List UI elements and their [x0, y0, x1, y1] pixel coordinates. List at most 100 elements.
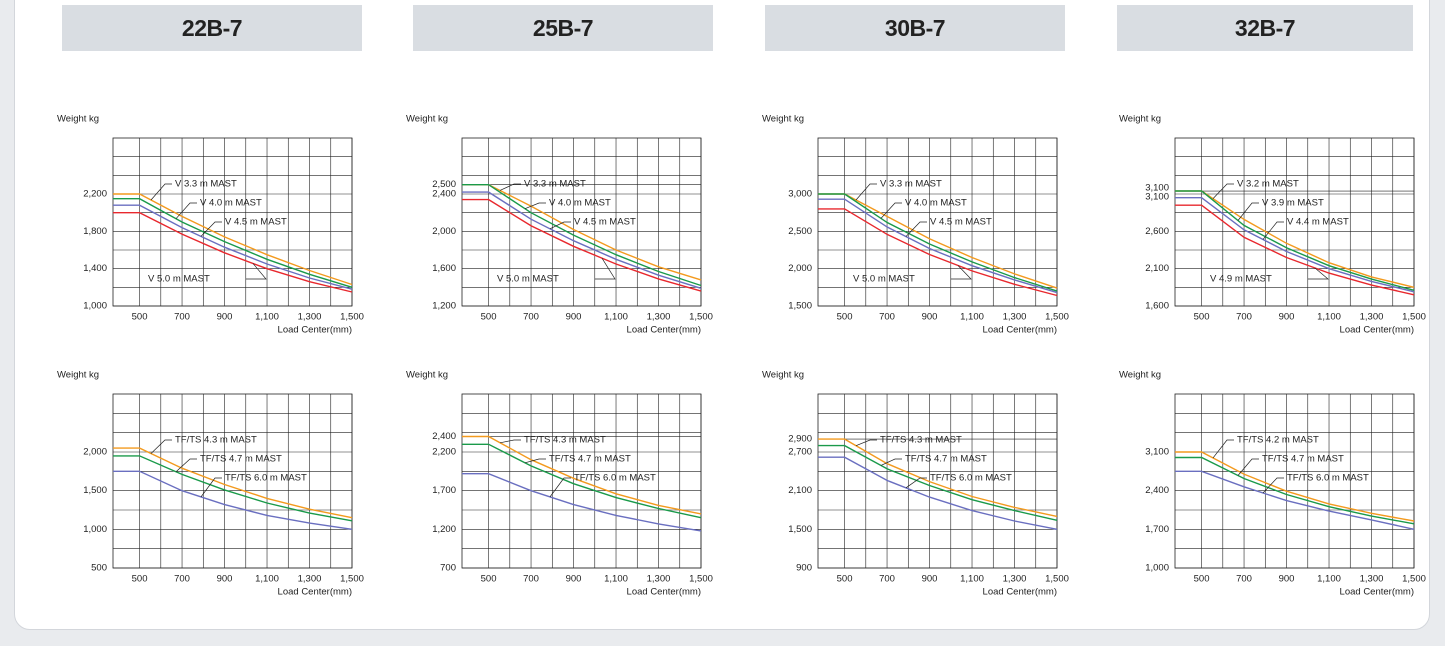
- x-tick-label: 1,500: [689, 574, 713, 585]
- x-tick-label: 700: [879, 312, 895, 323]
- y-axis-label: Weight kg: [406, 370, 448, 381]
- y-tick-label: 2,000: [83, 447, 107, 458]
- x-tick-label: 700: [523, 574, 539, 585]
- series-label: V 4.5 m MAST: [574, 217, 636, 228]
- y-tick-label: 2,000: [432, 226, 456, 237]
- x-tick-label: 700: [1236, 312, 1252, 323]
- y-tick-label: 1,200: [432, 524, 456, 535]
- y-tick-label: 1,000: [83, 301, 107, 312]
- y-tick-label: 2,000: [788, 263, 812, 274]
- x-tick-label: 900: [217, 312, 233, 323]
- series-label: V 3.3 m MAST: [880, 179, 942, 190]
- series-line: [113, 193, 353, 286]
- callout-line: [549, 221, 571, 230]
- x-axis-label: Load Center(mm): [983, 587, 1057, 598]
- y-tick-label: 2,100: [788, 485, 812, 496]
- callout-line: [524, 202, 546, 210]
- series-line: [1175, 190, 1415, 291]
- x-tick-label: 500: [837, 574, 853, 585]
- series-label: TF/TS 4.7 m MAST: [1262, 454, 1344, 465]
- series-line: [818, 444, 1058, 521]
- y-tick-label: 2,700: [788, 447, 812, 458]
- x-tick-label: 900: [922, 312, 938, 323]
- y-tick-label: 2,100: [1145, 263, 1169, 274]
- x-axis-label: Load Center(mm): [278, 325, 352, 336]
- series-line: [1175, 197, 1415, 293]
- x-tick-label: 1,300: [1360, 312, 1384, 323]
- x-tick-label: 1,300: [647, 312, 671, 323]
- y-tick-label: 3,100: [1145, 447, 1169, 458]
- series-label: V 5.0 m MAST: [148, 274, 210, 285]
- y-tick-label: 1,800: [83, 226, 107, 237]
- callout-line: [499, 439, 521, 444]
- callout-line: [595, 257, 616, 280]
- y-axis-label: Weight kg: [57, 370, 99, 381]
- x-tick-label: 700: [879, 574, 895, 585]
- y-tick-label: 2,500: [432, 179, 456, 190]
- x-tick-label: 1,500: [1045, 574, 1069, 585]
- x-tick-label: 1,500: [340, 312, 364, 323]
- series-line: [462, 443, 702, 519]
- y-tick-label: 3,000: [788, 189, 812, 200]
- callout-line: [150, 439, 172, 454]
- y-tick-label: 2,400: [432, 189, 456, 200]
- callout-line: [1237, 458, 1259, 476]
- x-tick-label: 1,300: [1003, 312, 1027, 323]
- series-line: [818, 208, 1058, 297]
- y-tick-label: 1,700: [1145, 524, 1169, 535]
- series-line: [818, 438, 1058, 518]
- y-tick-label: 2,200: [83, 189, 107, 200]
- callout-line: [175, 458, 197, 473]
- series-line: [1175, 470, 1415, 530]
- callout-line: [246, 263, 267, 280]
- y-axis-label: Weight kg: [762, 114, 804, 125]
- x-tick-label: 1,100: [604, 574, 628, 585]
- series-line: [462, 184, 702, 287]
- x-tick-label: 1,300: [1003, 574, 1027, 585]
- x-tick-label: 500: [481, 312, 497, 323]
- series-label: V 4.0 m MAST: [549, 198, 611, 209]
- x-tick-label: 500: [132, 574, 148, 585]
- callout-line: [150, 183, 172, 201]
- series-line: [113, 447, 353, 519]
- x-tick-label: 1,100: [1317, 574, 1341, 585]
- x-tick-label: 500: [1194, 574, 1210, 585]
- series-label: V 4.5 m MAST: [930, 217, 992, 228]
- series-label: TF/TS 6.0 m MAST: [1287, 473, 1369, 484]
- y-tick-label: 900: [796, 563, 812, 574]
- callout-line: [905, 221, 927, 237]
- x-tick-label: 1,300: [647, 574, 671, 585]
- y-tick-label: 1,200: [432, 301, 456, 312]
- x-tick-label: 900: [1279, 574, 1295, 585]
- x-tick-label: 1,100: [255, 312, 279, 323]
- series-label: TF/TS 6.0 m MAST: [225, 473, 307, 484]
- series-label: TF/TS 4.2 m MAST: [1237, 435, 1319, 446]
- panel: [14, 0, 1430, 630]
- series-line: [1175, 456, 1415, 525]
- x-tick-label: 1,100: [604, 312, 628, 323]
- series-label: TF/TS 4.7 m MAST: [549, 454, 631, 465]
- series-line: [462, 435, 702, 515]
- series-line: [462, 473, 702, 532]
- model-header: 22B-7: [62, 5, 362, 51]
- x-tick-label: 1,500: [340, 574, 364, 585]
- y-tick-label: 1,500: [788, 524, 812, 535]
- series-label: TF/TS 4.3 m MAST: [880, 435, 962, 446]
- x-tick-label: 1,100: [1317, 312, 1341, 323]
- y-tick-label: 1,600: [432, 263, 456, 274]
- callout-line: [1212, 439, 1234, 459]
- callout-line: [1212, 183, 1234, 199]
- series-label: V 3.3 m MAST: [175, 179, 237, 190]
- y-tick-label: 3,100: [1145, 183, 1169, 194]
- y-tick-label: 1,700: [432, 485, 456, 496]
- callout-line: [1308, 267, 1329, 280]
- callout-line: [200, 477, 222, 498]
- y-tick-label: 1,000: [83, 524, 107, 535]
- callout-line: [880, 458, 902, 466]
- callout-line: [1262, 221, 1284, 240]
- y-tick-label: 700: [440, 563, 456, 574]
- series-line: [113, 455, 353, 522]
- x-tick-label: 900: [217, 574, 233, 585]
